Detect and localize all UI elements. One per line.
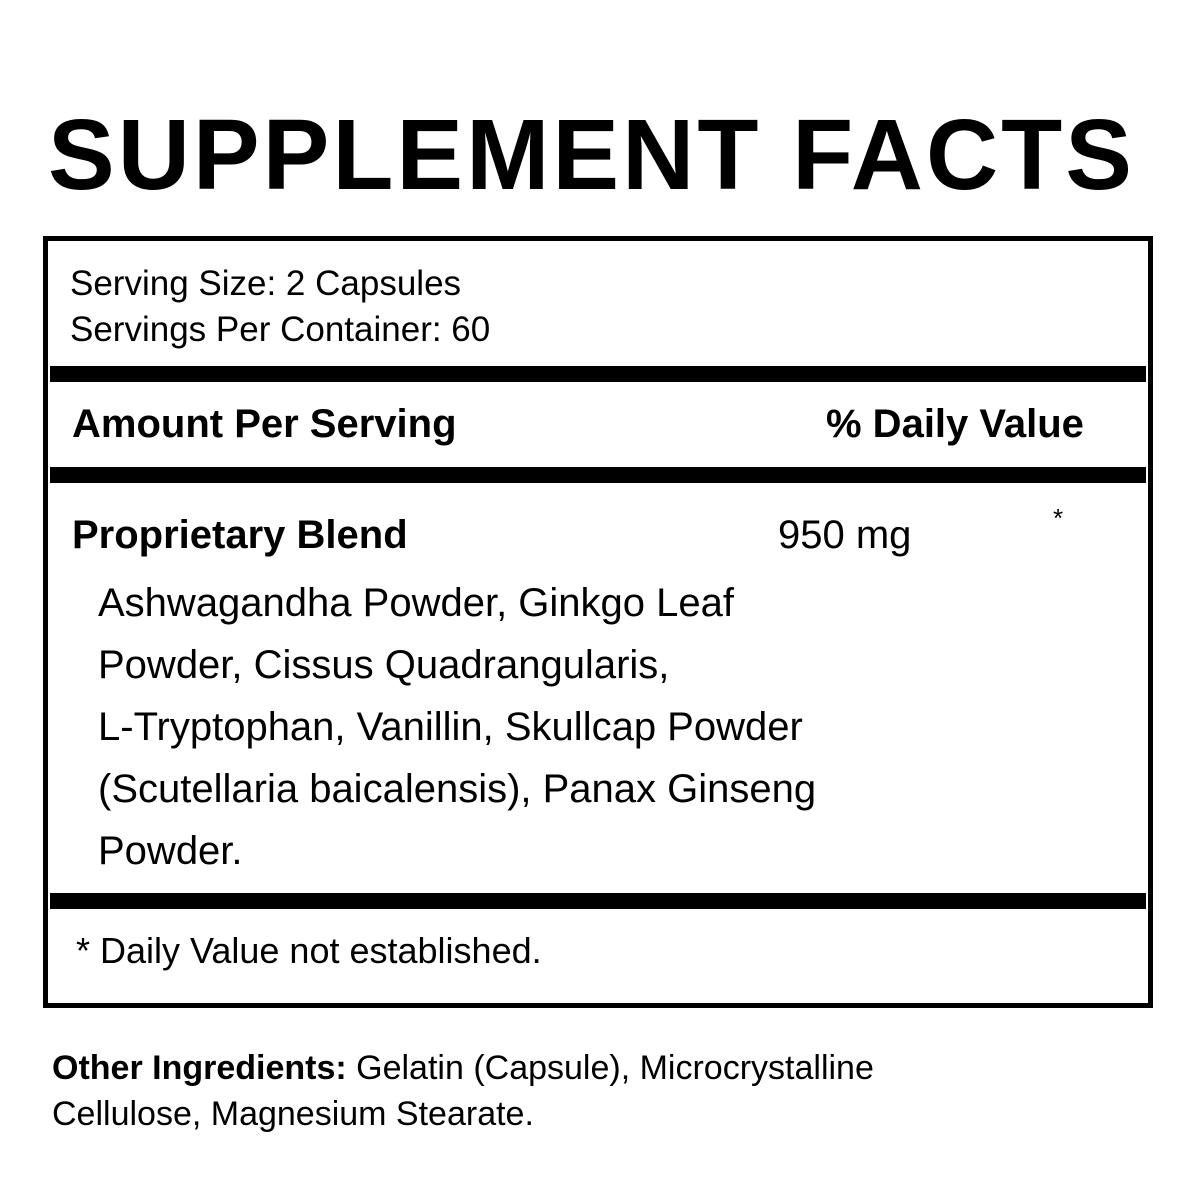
other-ingredients-line1: Gelatin (Capsule), Microcrystalline <box>346 1049 874 1087</box>
blend-daily-value: * <box>1053 503 1064 533</box>
ingredient-line: Powder. <box>98 829 243 873</box>
page-title: SUPPLEMENT FACTS <box>48 99 1135 211</box>
divider-bar <box>50 467 1146 483</box>
facts-panel <box>43 236 1153 1008</box>
footnote: * Daily Value not established. <box>76 930 542 971</box>
ingredient-line: Powder, Cissus Quadrangularis, <box>98 643 670 687</box>
amount-per-serving-header: Amount Per Serving <box>72 402 457 446</box>
other-ingredients-line2: Cellulose, Magnesium Stearate. <box>52 1095 534 1133</box>
servings-per-container: Servings Per Container: 60 <box>70 310 491 349</box>
serving-size: Serving Size: 2 Capsules <box>70 264 462 303</box>
ingredients-list: Ashwagandha Powder, Ginkgo Leaf Powder, … <box>98 572 816 882</box>
ingredient-line: Ashwagandha Powder, Ginkgo Leaf <box>98 581 734 625</box>
divider-bar <box>50 366 1146 382</box>
other-ingredients-label: Other Ingredients: <box>52 1049 347 1087</box>
daily-value-header: % Daily Value <box>826 402 1084 446</box>
blend-amount: 950 mg <box>778 513 912 557</box>
ingredient-line: L-Tryptophan, Vanillin, Skullcap Powder <box>98 705 803 749</box>
blend-name: Proprietary Blend <box>72 513 408 557</box>
other-ingredients: Other Ingredients: Gelatin (Capsule), Mi… <box>52 1045 874 1137</box>
ingredient-line: (Scutellaria baicalensis), Panax Ginseng <box>98 767 817 811</box>
divider-bar <box>50 893 1146 909</box>
